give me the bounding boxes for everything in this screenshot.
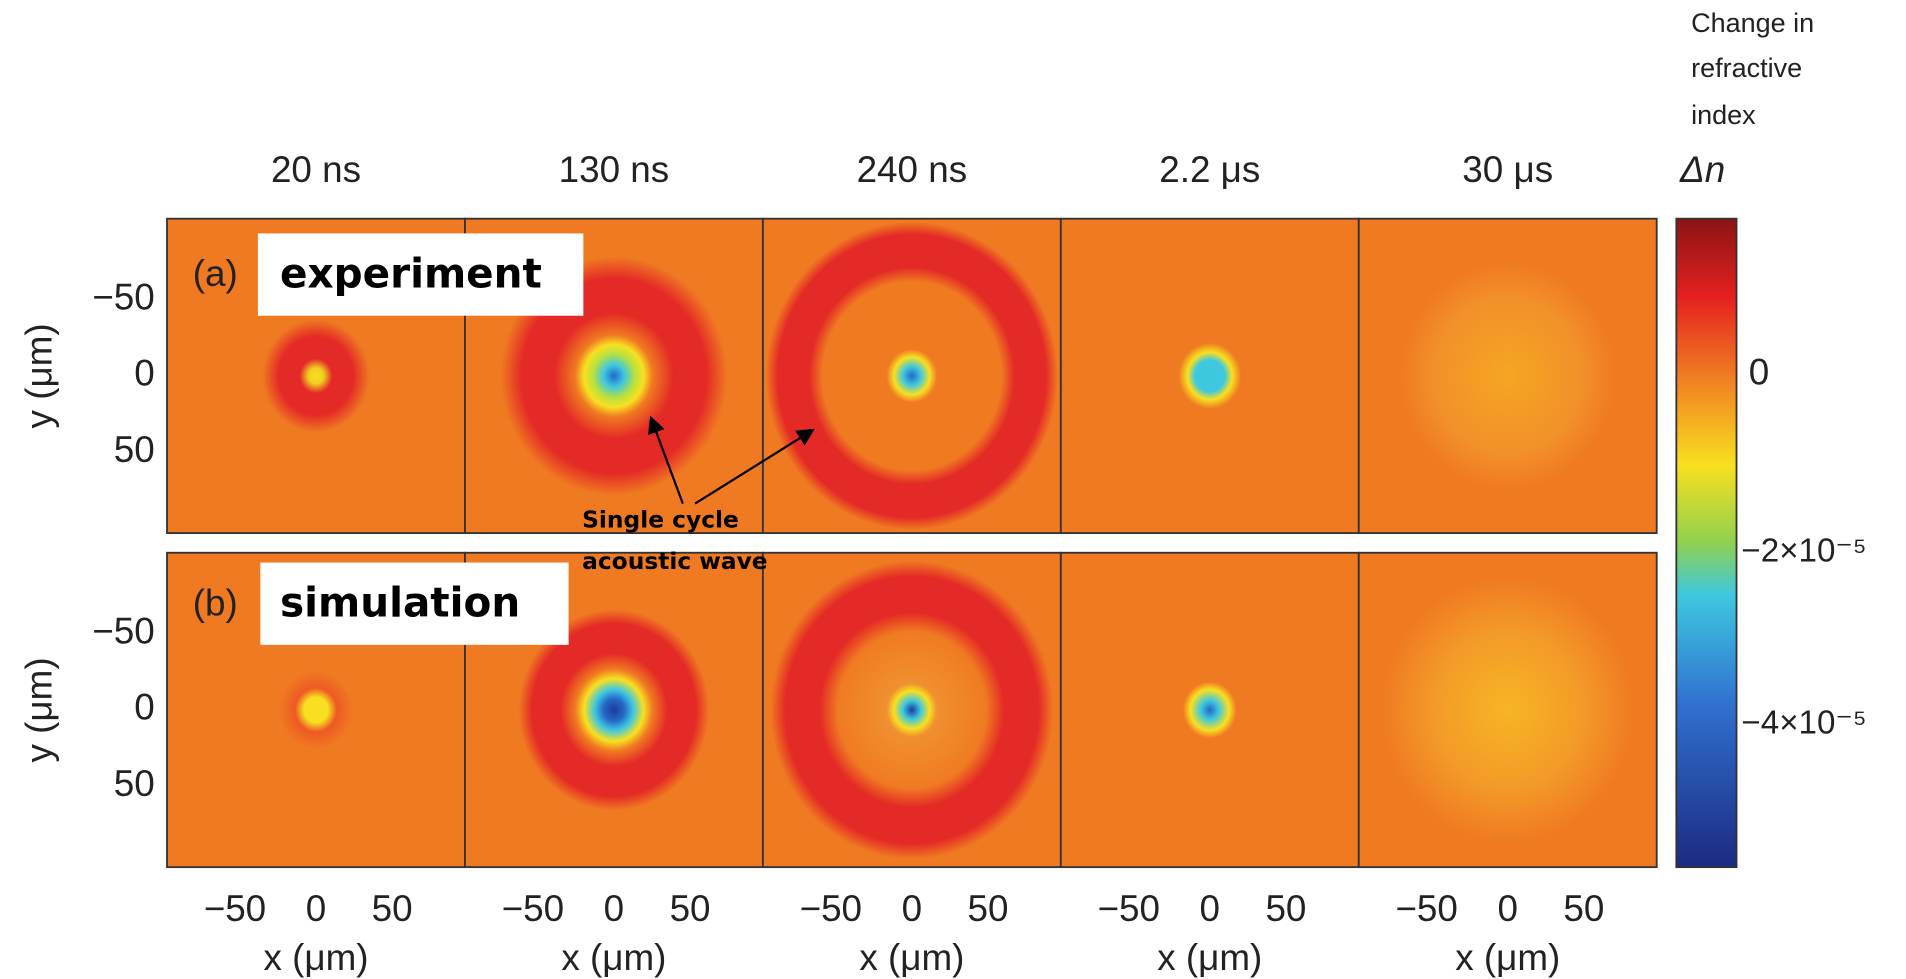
x-tick-label: 50 — [968, 888, 1009, 929]
x-tick-label: −50 — [204, 888, 266, 929]
y-tick-label: 50 — [114, 429, 155, 470]
label-box — [257, 233, 584, 316]
colorbar — [1675, 217, 1738, 869]
colorbar-symbol: Δn — [1679, 149, 1725, 190]
x-tick-label: 50 — [1265, 888, 1306, 929]
row-label: experiment — [280, 249, 542, 297]
x-tick-label: 0 — [604, 888, 624, 929]
y-axis-label: y (μm) — [18, 323, 59, 428]
colorbar-caption: index — [1691, 100, 1756, 130]
x-axis-label: x (μm) — [561, 937, 666, 978]
heatmap — [761, 217, 1062, 535]
x-axis-label: x (μm) — [263, 937, 368, 978]
x-axis-label: x (μm) — [1455, 937, 1560, 978]
heatmap — [1059, 217, 1360, 535]
y-tick-label: 50 — [114, 763, 155, 804]
x-axis-label: x (μm) — [859, 937, 964, 978]
column-title: 130 ns — [559, 149, 670, 190]
heatmap — [1357, 217, 1658, 535]
y-tick-label: 0 — [134, 687, 154, 728]
y-tick-label: −50 — [92, 276, 154, 317]
column-title: 2.2 μs — [1159, 149, 1260, 190]
heatmap — [1059, 551, 1360, 869]
x-tick-label: −50 — [1395, 888, 1457, 929]
label-box — [260, 562, 569, 645]
x-tick-label: 0 — [902, 888, 922, 929]
y-tick-label: −50 — [92, 611, 154, 652]
y-tick-label: 0 — [134, 353, 154, 394]
heatmap — [1357, 551, 1658, 869]
x-tick-label: −50 — [502, 888, 564, 929]
colorbar-tick: −2×10⁻⁵ — [1741, 532, 1866, 569]
y-axis-label: y (μm) — [18, 657, 59, 762]
x-tick-label: 50 — [372, 888, 413, 929]
x-tick-label: 50 — [670, 888, 711, 929]
x-axis-label: x (μm) — [1157, 937, 1262, 978]
annotation: acoustic wave — [582, 547, 768, 575]
row-tag: (a) — [193, 253, 238, 294]
column-title: 20 ns — [271, 149, 361, 190]
x-tick-label: 0 — [1497, 888, 1517, 929]
column-title: 30 μs — [1462, 149, 1553, 190]
row-tag: (b) — [193, 582, 238, 623]
x-tick-label: −50 — [1097, 888, 1159, 929]
panels — [166, 217, 1658, 869]
colorbar-tick: −4×10⁻⁵ — [1741, 704, 1866, 741]
heatmap — [761, 551, 1062, 869]
x-tick-label: 50 — [1563, 888, 1604, 929]
arrow — [647, 415, 684, 505]
x-tick-label: −50 — [800, 888, 862, 929]
x-tick-label: 0 — [1200, 888, 1220, 929]
column-title: 240 ns — [857, 149, 968, 190]
row-label: simulation — [280, 579, 520, 627]
x-tick-label: 0 — [306, 888, 326, 929]
colorbar-caption: Change in — [1691, 8, 1814, 38]
annotation: Single cycle — [582, 505, 739, 533]
arrow — [694, 428, 815, 505]
colorbar-tick: 0 — [1749, 351, 1769, 392]
colorbar-caption: refractive — [1691, 53, 1802, 83]
